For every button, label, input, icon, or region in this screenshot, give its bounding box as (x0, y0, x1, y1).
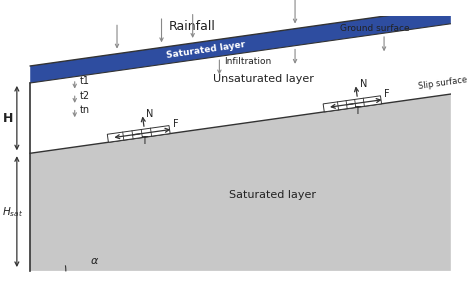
Text: T: T (141, 136, 146, 146)
Text: Saturated layer: Saturated layer (166, 40, 246, 60)
Text: T: T (354, 106, 360, 116)
Text: N: N (146, 109, 154, 119)
Text: Unsaturated layer: Unsaturated layer (213, 74, 314, 84)
Text: tn: tn (80, 105, 90, 115)
Polygon shape (30, 7, 451, 83)
Polygon shape (323, 96, 382, 112)
Polygon shape (30, 94, 451, 271)
Text: t1: t1 (80, 76, 90, 86)
Text: t2: t2 (80, 91, 90, 101)
Text: F: F (384, 89, 390, 99)
Text: H: H (3, 112, 13, 125)
Text: Infiltration: Infiltration (224, 57, 271, 66)
Text: Rainfall: Rainfall (169, 21, 216, 33)
Text: $H_{sat}$: $H_{sat}$ (2, 205, 23, 219)
Text: $\alpha$: $\alpha$ (90, 256, 100, 266)
Text: Ground surface: Ground surface (339, 24, 409, 33)
Text: N: N (360, 79, 367, 89)
Text: Slip surface: Slip surface (418, 75, 467, 91)
Polygon shape (107, 126, 170, 142)
Text: F: F (173, 119, 178, 129)
Text: Saturated layer: Saturated layer (229, 190, 316, 200)
